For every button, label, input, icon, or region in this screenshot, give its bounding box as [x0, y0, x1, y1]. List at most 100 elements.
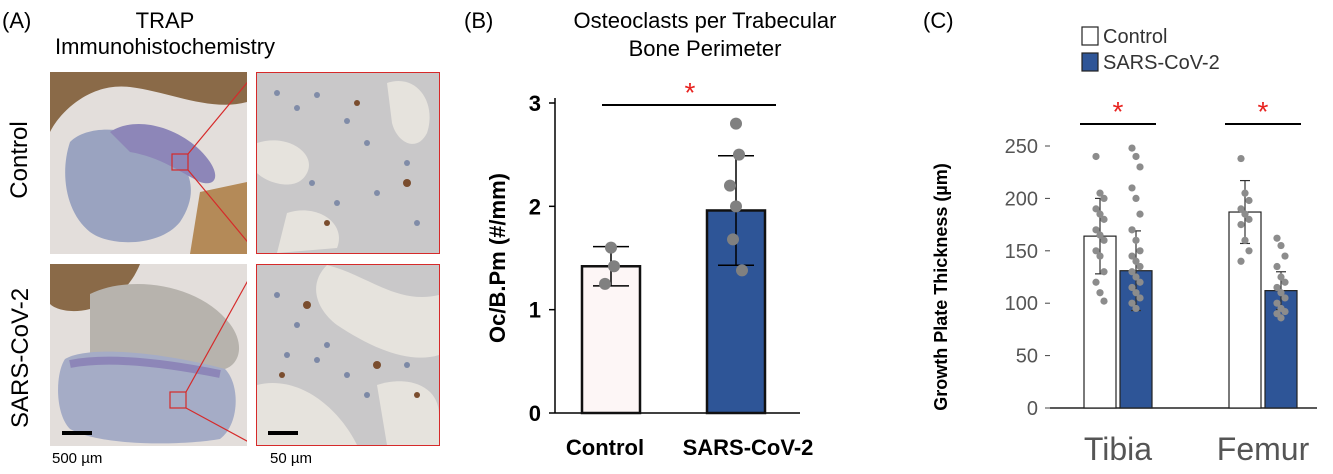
chart-b-point-1-2: [724, 179, 736, 192]
chart-c-point-1-0-4: [1241, 210, 1249, 218]
chart-b-ytick-label-3: 3: [529, 91, 541, 116]
chart-c-point-1-0-2: [1245, 196, 1253, 205]
chart-c-point-1-1-8: [1281, 294, 1289, 302]
micrograph-sars-highmag: [256, 264, 440, 446]
chart-c-point-1-1-13: [1277, 314, 1285, 322]
chart-c-point-0-1-17: [1136, 294, 1144, 302]
chart-b-title-line2: Bone Perimeter: [628, 36, 782, 61]
chart-b-ytick-label-0: 0: [529, 401, 541, 426]
chart-c-ytick-label-2: 100: [1005, 293, 1038, 315]
chart-b-point-1-3: [730, 200, 742, 213]
chart-b-ytick-label-1: 1: [529, 298, 541, 323]
panel-b-letter: (B): [464, 8, 494, 33]
chart-c-point-0-0-7: [1096, 231, 1104, 239]
chart-c-point-0-0-5: [1100, 215, 1108, 223]
chart-c-point-0-0-2: [1100, 194, 1108, 202]
chart-b-point-0-2: [599, 277, 611, 290]
chart-c-point-0-1-7: [1132, 236, 1140, 244]
chart-c-point-1-0-3: [1237, 205, 1245, 213]
chart-c-point-0-1-19: [1132, 304, 1140, 313]
chart-c-point-1-1-5: [1281, 278, 1289, 286]
chart-c-point-0-0-6: [1092, 226, 1100, 234]
chart-b-title-line1: Osteoclasts per Trabecular: [573, 8, 837, 33]
chart-c-point-0-0-3: [1092, 205, 1100, 213]
chart-c-point-0-1-3: [1128, 184, 1136, 192]
chart-c-ytick-label-1: 50: [1016, 346, 1038, 368]
panel-a-letter: (A): [2, 8, 32, 33]
chart-c-point-0-1-8: [1136, 247, 1144, 255]
chart-c-point-1-1-4: [1277, 273, 1285, 281]
chart-c-sig-star-0: *: [1113, 96, 1124, 127]
chart-c-point-0-1-5: [1136, 210, 1144, 218]
chart-c-point-0-0-12: [1092, 278, 1100, 286]
chart-c-point-0-1-11: [1136, 262, 1144, 271]
micrograph-control-highmag: [256, 72, 440, 254]
chart-b: 0 1 2 3 Oc/B.Pm (#/mm) Control SARS-CoV-2 *: [485, 77, 814, 460]
scalebar-50um: [268, 431, 298, 435]
chart-b-bar-0: [580, 265, 642, 415]
scalebar-500um: [62, 431, 92, 435]
chart-c-point-1-1-9: [1273, 299, 1281, 307]
chart-b-xtick-label-0: Control: [566, 435, 644, 460]
chart-b-sig-star: *: [685, 77, 696, 108]
chart-c-ytick-label-5: 250: [1005, 136, 1038, 158]
chart-c-point-0-0-4: [1096, 210, 1104, 218]
chart-c-point-1-0-6: [1237, 221, 1245, 229]
chart-c: 0 50 100 150 200 250 Growth Plate Thickness (µ…: [931, 26, 1317, 467]
micrograph-control-lowmag: [50, 72, 247, 254]
chart-c-point-0-1-9: [1128, 252, 1136, 260]
chart-c-legend-swatch-0: [1081, 26, 1099, 46]
chart-c-point-1-1-11: [1281, 307, 1289, 316]
chart-c-bar-1-0: [1228, 211, 1262, 409]
chart-c-point-0-1-18: [1128, 299, 1136, 307]
chart-b-point-0-0: [605, 241, 617, 254]
chart-c-xtick-label-1: Femur: [1217, 431, 1310, 467]
chart-c-point-1-1-0: [1273, 234, 1281, 242]
chart-c-sig-star-1: *: [1258, 96, 1269, 127]
chart-b-point-0-1: [608, 260, 620, 273]
chart-c-ytick-label-0: 0: [1027, 398, 1038, 420]
chart-c-point-1-0-0: [1237, 154, 1245, 163]
chart-c-point-1-1-7: [1277, 289, 1285, 297]
chart-c-legend-swatch-1: [1081, 52, 1099, 72]
chart-b-point-1-4: [727, 233, 739, 246]
chart-c-point-0-0-0: [1092, 152, 1100, 161]
chart-c-point-0-1-1: [1132, 152, 1140, 161]
chart-c-xtick-label-0: Tibia: [1084, 431, 1152, 467]
chart-c-y-label: Growth Plate Thickness (µm): [931, 163, 951, 410]
chart-c-point-0-1-16: [1132, 289, 1140, 297]
chart-c-point-0-1-15: [1128, 283, 1136, 292]
chart-c-point-1-0-1: [1241, 189, 1249, 197]
chart-c-point-0-0-1: [1096, 189, 1104, 197]
chart-c-legend-label-1: SARS-CoV-2: [1103, 52, 1220, 74]
scale-label-50um: 50 µm: [270, 450, 312, 467]
chart-c-point-0-0-11: [1100, 268, 1108, 276]
chart-c-point-0-1-12: [1128, 268, 1136, 276]
row-label-sars: SARS-CoV-2: [7, 287, 34, 428]
chart-b-xtick-label-1: SARS-CoV-2: [683, 435, 814, 460]
chart-c-point-0-0-14: [1100, 297, 1108, 305]
chart-c-ytick-label-3: 150: [1005, 241, 1038, 263]
chart-c-point-0-0-13: [1096, 289, 1104, 297]
chart-c-point-0-1-14: [1136, 278, 1144, 286]
micrograph-sars-lowmag: [50, 264, 247, 446]
chart-c-point-0-1-10: [1132, 257, 1140, 265]
chart-c-point-0-1-2: [1136, 163, 1144, 171]
chart-c-legend-label-0: Control: [1103, 26, 1167, 48]
chart-c-point-0-1-0: [1128, 144, 1136, 152]
chart-c-point-1-0-9: [1237, 257, 1245, 265]
chart-b-point-1-5: [736, 264, 748, 277]
chart-c-point-0-1-4: [1132, 194, 1140, 202]
chart-c-point-0-0-8: [1100, 236, 1108, 244]
row-label-control: Control: [6, 121, 33, 199]
chart-c-point-1-0-5: [1245, 215, 1253, 223]
chart-c-point-0-0-10: [1096, 252, 1104, 260]
chart-c-point-0-0-9: [1092, 247, 1100, 255]
chart-b-y-label: Oc/B.Pm (#/mm): [485, 173, 510, 343]
chart-b-ytick-label-2: 2: [529, 194, 541, 219]
chart-c-point-1-1-1: [1277, 241, 1285, 250]
chart-c-ytick-label-4: 200: [1005, 188, 1038, 210]
chart-c-point-1-1-3: [1273, 262, 1281, 271]
chart-c-point-0-1-6: [1128, 226, 1136, 234]
scale-label-500um: 500 µm: [52, 450, 103, 467]
